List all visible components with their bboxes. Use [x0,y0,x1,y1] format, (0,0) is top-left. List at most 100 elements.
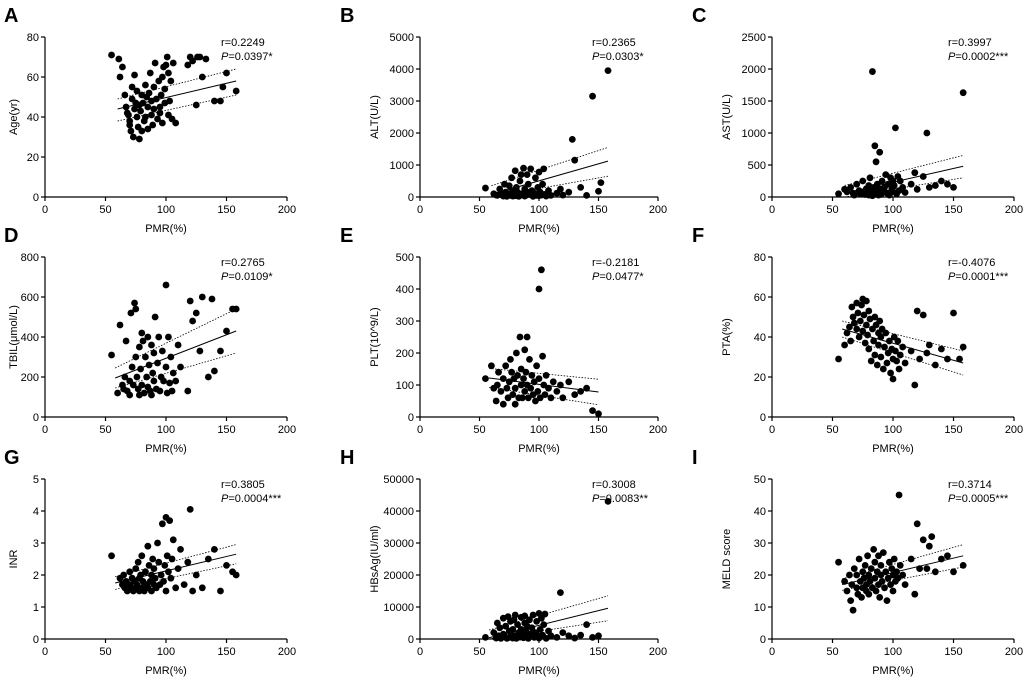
x-tick-label: 0 [42,204,48,216]
ci-upper-line [488,367,599,380]
panel-label: A [4,5,18,27]
x-axis-label: PMR(%) [518,223,560,235]
data-point [157,91,165,99]
data-point [847,184,855,191]
y-tick-label: 500 [748,160,766,172]
panel-d: D 0 200 400 600 800 0 50 100 150 200 PMR(%) TBIL(μmo… [4,225,296,455]
data-point [126,391,134,399]
data-point [536,394,544,402]
data-point [919,536,927,544]
ci-upper-line [844,155,964,186]
data-point [189,57,197,65]
data-point [872,158,880,166]
data-point [138,552,146,560]
data-point [853,180,861,188]
data-point [217,97,224,105]
y-tick-label: 20 [754,570,766,582]
data-point [893,357,901,365]
data-point [571,156,579,164]
data-point [149,555,157,563]
data-point [595,632,602,640]
data-point [547,632,555,640]
data-point [508,368,516,376]
panel-b: B 0 1000 2000 3000 4000 5000 0 50 100 150 200 PMR(%)… [340,5,667,235]
y-tick-label: 1000 [742,128,766,140]
data-point [511,167,519,175]
data-point [877,353,885,361]
y-tick-label: 1000 [390,160,414,172]
y-tick-label: 0 [760,412,766,424]
data-point [959,89,967,97]
r-value: r=0.2765 [221,257,265,269]
data-point [148,391,155,399]
y-tick-label: 0 [408,412,414,424]
data-point [532,397,539,405]
y-tick-label: 2 [33,570,39,582]
x-tick-label: 150 [589,646,607,658]
data-point [855,333,863,341]
data-point [870,337,878,345]
data-point [151,59,159,67]
panel-f: F 0 20 40 60 80 0 50 100 150 200 PMR(%) PTA(%) r=-0.4… [692,225,1023,455]
data-point [158,347,166,355]
data-point [132,565,140,572]
panel-label: B [340,5,354,27]
data-point [854,309,862,317]
x-tick-label: 0 [417,646,423,658]
r-value: r=0.2249 [221,37,265,49]
data-point [856,317,864,325]
data-point [140,389,148,397]
data-point [512,349,520,357]
data-point [492,397,500,405]
data-point [172,584,180,592]
data-point [157,571,165,579]
data-point [571,391,579,398]
data-point [490,629,498,636]
data-point [508,174,516,182]
data-point [870,546,878,553]
data-point [128,83,136,91]
data-point [938,345,945,353]
data-point [137,107,144,115]
data-point [166,97,174,105]
data-point [495,368,502,376]
panel-label: G [4,447,20,469]
y-tick-label: 300 [396,316,414,328]
data-point [150,105,158,113]
data-point [847,597,855,604]
data-point [865,345,873,353]
x-tick-label: 0 [42,424,48,436]
regression-line [114,330,237,379]
y-tick-label: 60 [27,72,39,84]
panel-label: I [692,447,698,469]
data-point [517,171,525,179]
data-point [517,365,525,373]
data-point [184,61,192,69]
data-point [911,169,919,177]
data-point [547,192,555,199]
data-point [202,55,210,63]
data-point [571,634,579,642]
data-point [559,629,567,636]
data-point [885,558,893,566]
data-point [535,375,543,382]
data-point [125,111,132,119]
data-point [168,555,176,563]
data-point [889,587,897,595]
x-tick-label: 100 [884,424,902,436]
data-point [172,119,180,127]
panel-e: E 0 100 200 300 400 500 0 50 100 150 200 PMR(%) PLT(1… [340,225,667,455]
data-point [527,165,535,173]
data-point [108,51,115,59]
p-value: P=0.0001*** [948,271,1009,283]
data-point [232,305,240,313]
data-point [901,359,909,367]
data-point [835,355,842,363]
x-axis-label: PMR(%) [145,665,187,677]
data-point [223,562,230,569]
data-point [154,115,161,123]
data-point [167,77,175,85]
data-point [144,542,152,550]
panel-label: D [4,225,18,247]
